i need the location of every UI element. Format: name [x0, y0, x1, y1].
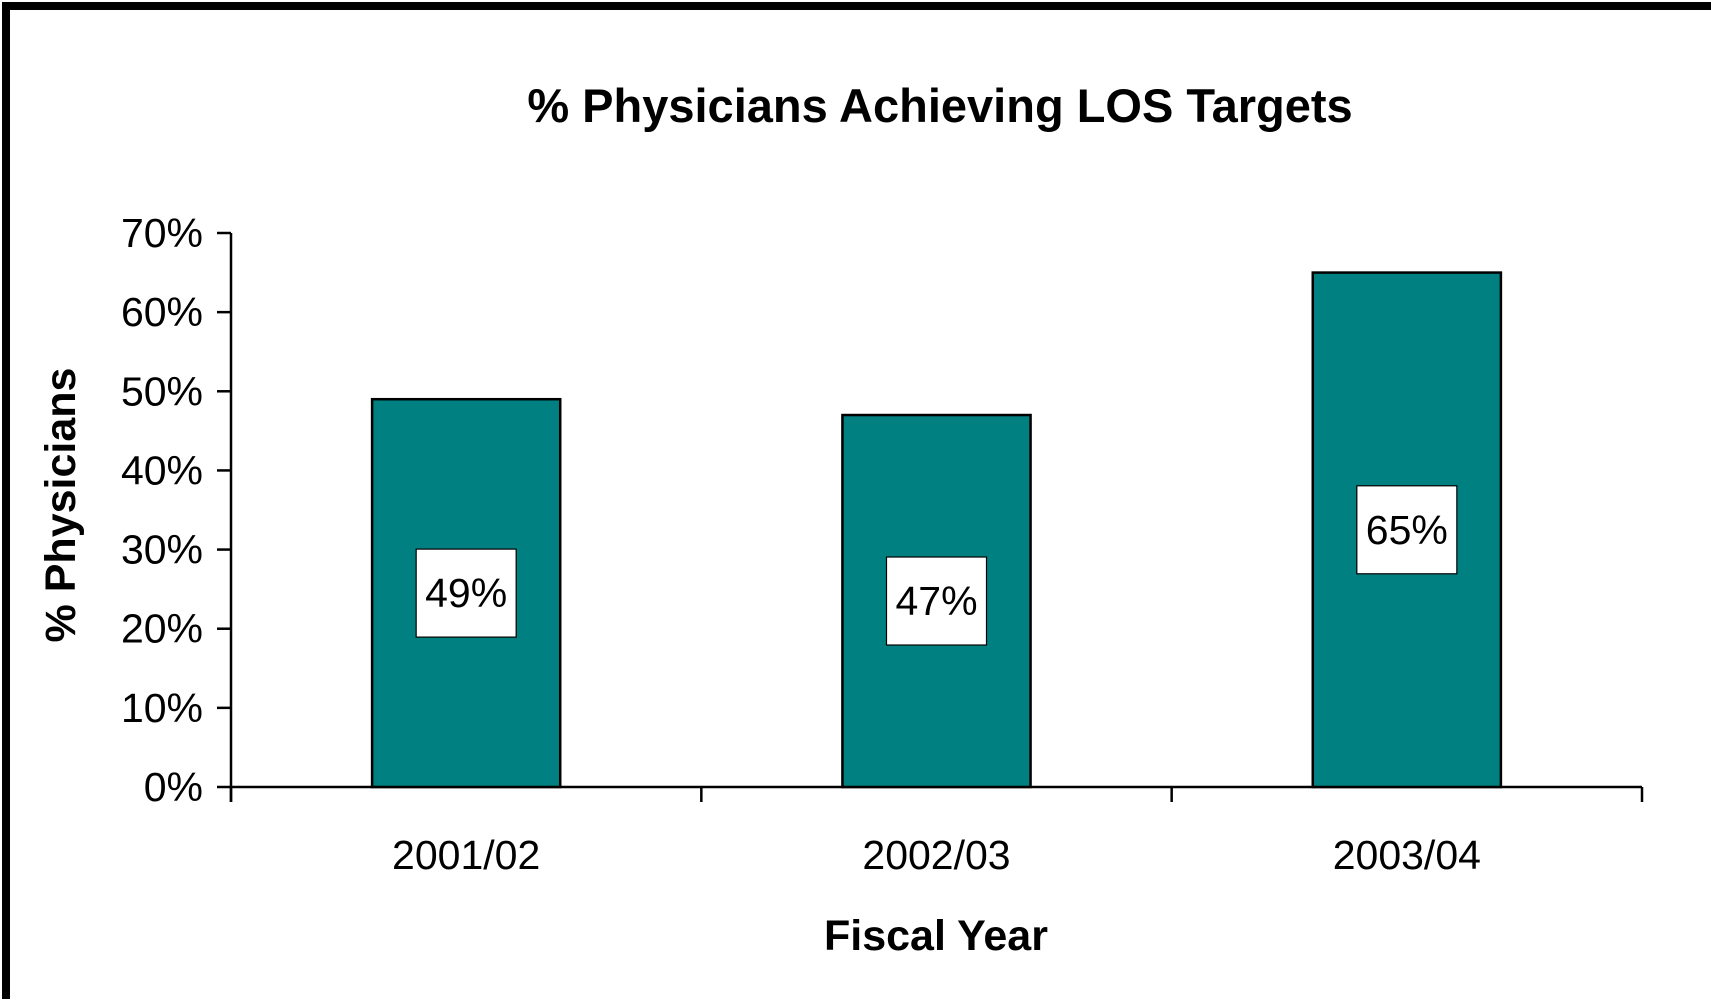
- x-tick-label: 2001/02: [392, 832, 540, 878]
- y-tick-label: 20%: [121, 606, 203, 652]
- y-tick-label: 0%: [144, 764, 203, 810]
- data-label: 65%: [1366, 507, 1448, 553]
- y-tick-label: 40%: [121, 447, 203, 493]
- x-tick-label: 2002/03: [862, 832, 1010, 878]
- y-tick-label: 10%: [121, 685, 203, 731]
- data-label: 47%: [895, 578, 977, 624]
- x-tick-label: 2003/04: [1333, 832, 1481, 878]
- y-tick-label: 60%: [121, 289, 203, 335]
- x-axis-label: Fiscal Year: [824, 912, 1048, 960]
- y-tick-label: 50%: [121, 368, 203, 414]
- data-label: 49%: [425, 570, 507, 616]
- data-label-box: [415, 548, 517, 638]
- y-tick-label: 70%: [121, 210, 203, 256]
- y-tick-label: 30%: [121, 527, 203, 573]
- chart-title: % Physicians Achieving LOS Targets: [527, 79, 1352, 132]
- data-labels: 49% 47% 65%: [415, 485, 1458, 646]
- data-label-box: [885, 556, 988, 646]
- y-axis: 0% 10% 20% 30% 40% 50% 60% 70%: [121, 210, 233, 810]
- data-label-box: [1356, 485, 1458, 575]
- y-axis-label: % Physicians: [37, 368, 85, 643]
